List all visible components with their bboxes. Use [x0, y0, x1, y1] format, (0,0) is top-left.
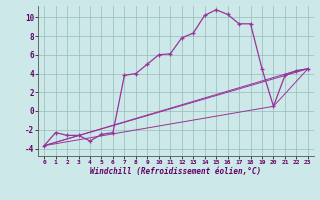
X-axis label: Windchill (Refroidissement éolien,°C): Windchill (Refroidissement éolien,°C)	[91, 167, 261, 176]
